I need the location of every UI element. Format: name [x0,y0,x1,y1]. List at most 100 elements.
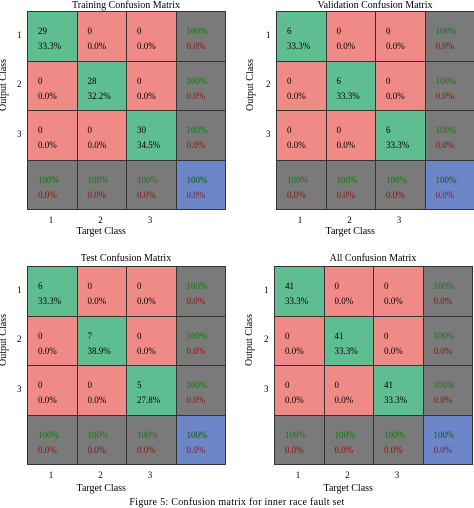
error-cell: 0 0.0% [126,266,177,317]
column-summary-cell: 100% 0.0% [76,159,127,210]
y-tick-label: 3 [17,383,22,394]
column-summary-cell: 100% 0.0% [323,414,374,465]
cell-primary-value: 0 [287,75,292,86]
cell-secondary-value: 0.0% [186,90,206,101]
cell-primary-value: 100% [38,174,59,185]
column-summary-cell: 100% 0.0% [274,414,325,465]
cell-primary-value: 29 [38,26,47,36]
cell-primary-value: 6 [287,26,292,36]
row-summary-cell: 100% 0.0% [175,60,226,111]
cell-secondary-value: 0.0% [38,345,57,356]
cell-primary-value: 0 [287,125,292,135]
cell-primary-value: 100% [435,75,457,86]
cell-primary-value: 6 [38,281,43,291]
y-tick-label: 1 [17,29,22,40]
y-tick-label: 1 [17,284,22,295]
cell-secondary-value: 0.0% [334,395,354,405]
error-cell: 0 0.0% [325,11,376,62]
cell-primary-value: 0 [38,380,43,390]
error-cell: 0 0.0% [27,365,78,416]
error-cell: 0 0.0% [126,60,177,111]
cell-secondary-value: 0.0% [435,41,455,51]
cell-secondary-value: 0.0% [386,90,405,101]
error-cell: 0 0.0% [126,315,177,366]
y-tick-label: 2 [266,79,271,90]
cell-primary-value: 0 [87,380,93,390]
cell-primary-value: 0 [285,330,290,341]
cell-primary-value: 28 [87,75,97,86]
error-cell: 0 0.0% [276,110,327,161]
y-tick-label: 2 [17,334,22,345]
cell-primary-value: 0 [87,125,93,135]
cell-primary-value: 41 [334,330,344,341]
cell-primary-value: 100% [384,429,405,440]
cell-secondary-value: 33.3% [384,395,408,405]
cell-secondary-value: 0.0% [87,395,107,405]
cell-secondary-value: 0.0% [38,395,57,405]
cell-secondary-value: 33.3% [334,345,358,356]
correct-cell: 5 27.8% [126,365,177,416]
cell-primary-value: 100% [433,380,455,390]
x-tick-label: 3 [147,215,153,225]
x-tick-label: 2 [98,470,103,480]
cell-primary-value: 0 [38,125,43,135]
cell-secondary-value: 0.0% [384,345,403,356]
cell-primary-value: 0 [137,26,142,36]
error-cell: 0 0.0% [323,266,374,317]
cell-secondary-value: 34.5% [137,140,161,150]
error-cell: 0 0.0% [76,110,127,161]
row-summary-cell: 100% 0.0% [175,110,226,161]
cell-secondary-value: 33.3% [287,41,311,51]
cell-secondary-value: 0.0% [334,296,354,306]
row-summary-cell: 100% 0.0% [175,11,226,62]
cell-secondary-value: 0.0% [186,296,206,306]
cell-primary-value: 7 [87,330,93,341]
column-summary-cell: 100% 0.0% [126,159,177,210]
cell-secondary-value: 0.0% [87,444,107,455]
cell-primary-value: 0 [334,380,340,390]
cell-primary-value: 0 [137,281,142,291]
cell-secondary-value: 0.0% [386,41,405,51]
cell-secondary-value: 0.0% [186,41,206,51]
cell-secondary-value: 0.0% [137,189,156,200]
cell-secondary-value: 0.0% [287,189,306,200]
y-axis-label: Output Class [244,314,255,367]
cell-secondary-value: 27.8% [137,395,161,405]
y-tick-label: 2 [264,334,269,345]
cell-secondary-value: 0.0% [433,444,453,455]
error-cell: 0 0.0% [373,266,424,317]
overall-accuracy-cell: 100% 0.0% [422,414,473,465]
cell-secondary-value: 0.0% [38,90,57,101]
row-summary-cell: 100% 0.0% [424,60,474,111]
cell-secondary-value: 33.3% [285,296,309,306]
cell-secondary-value: 0.0% [336,189,356,200]
row-summary-cell: 100% 0.0% [175,365,226,416]
cell-secondary-value: 0.0% [137,90,156,101]
row-summary-cell: 100% 0.0% [424,11,474,62]
cell-secondary-value: 0.0% [285,345,304,356]
cell-primary-value: 0 [87,26,93,36]
cell-primary-value: 100% [334,429,356,440]
cell-primary-value: 41 [285,281,294,291]
cell-secondary-value: 0.0% [433,296,453,306]
error-cell: 0 0.0% [274,315,325,366]
cell-secondary-value: 0.0% [336,41,356,51]
cell-primary-value: 100% [287,174,308,185]
cell-primary-value: 100% [433,330,455,341]
cell-secondary-value: 0.0% [87,296,107,306]
column-summary-cell: 100% 0.0% [373,414,424,465]
x-tick-label: 2 [98,215,103,225]
cell-secondary-value: 0.0% [87,140,107,150]
error-cell: 0 0.0% [375,11,426,62]
y-tick-label: 3 [266,128,271,139]
cell-secondary-value: 0.0% [384,296,403,306]
row-summary-cell: 100% 0.0% [175,315,226,366]
cell-primary-value: 100% [87,429,109,440]
cell-secondary-value: 0.0% [38,444,57,455]
cell-primary-value: 0 [384,330,389,341]
cell-primary-value: 100% [285,429,306,440]
cell-secondary-value: 0.0% [287,140,306,150]
cell-primary-value: 100% [137,429,158,440]
cell-secondary-value: 0.0% [137,41,156,51]
cell-secondary-value: 38.9% [87,345,111,356]
